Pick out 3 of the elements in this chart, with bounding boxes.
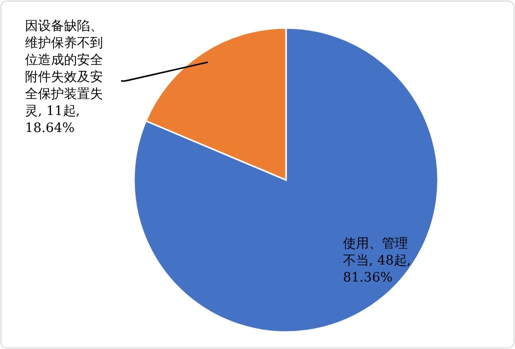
- pie-slice: [133, 27, 439, 333]
- slice-label: 使用、管理不当, 48起, 81.36%: [343, 236, 411, 286]
- slice-label: 因设备缺陷、维护保养不到位造成的安全附件失效及安全保护装置失灵, 11起, 18.64%: [25, 19, 103, 136]
